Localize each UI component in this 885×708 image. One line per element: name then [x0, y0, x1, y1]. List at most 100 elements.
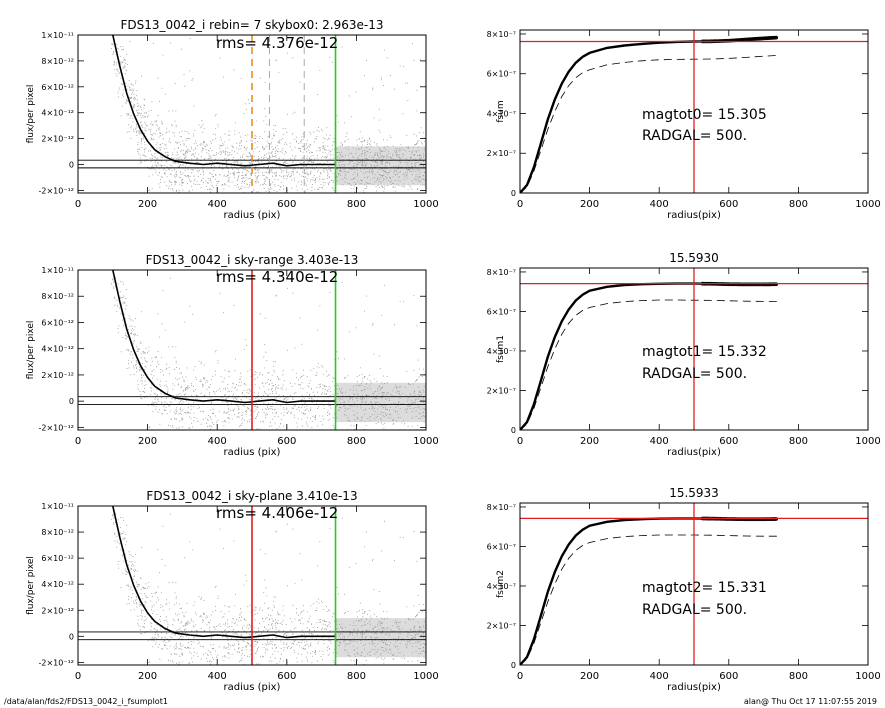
curve-marker	[770, 35, 774, 40]
y-tick-label: 0	[69, 632, 74, 641]
x-tick-label: 400	[650, 199, 669, 210]
x-tick-label: 400	[208, 436, 227, 447]
curve-marker	[763, 517, 767, 522]
x-tick-label: 0	[517, 671, 523, 682]
y-tick-label: 0	[511, 426, 516, 435]
scatter-cloud	[111, 275, 426, 430]
y-axis-label: fsum1	[496, 335, 506, 363]
y-tick-label: 6×10⁻¹²	[41, 554, 74, 563]
y-axis-label: flux/per pixel	[26, 321, 36, 380]
curve-marker	[764, 517, 769, 522]
y-tick-label: 0	[511, 661, 516, 670]
plot-frame	[519, 29, 869, 194]
x-tick-label: 400	[208, 671, 227, 682]
x-tick-label: 600	[277, 436, 296, 447]
curve-marker	[768, 517, 773, 522]
y-tick-label: 1×10⁻¹¹	[41, 502, 74, 511]
plot-frame	[519, 502, 869, 666]
x-tick-label: 1000	[413, 199, 438, 210]
x-tick-label: 200	[580, 436, 599, 447]
y-axis-label: flux/per pixel	[26, 556, 36, 615]
x-tick-label: 0	[517, 199, 523, 210]
y-axis-label: fsum	[496, 100, 506, 122]
y-tick-label: 2×10⁻⁷	[487, 386, 516, 395]
x-tick-label: 200	[138, 671, 157, 682]
y-tick-label: 6×10⁻¹²	[41, 83, 74, 92]
annotation-0: rms= 4.376e-12	[216, 34, 338, 52]
chart-right3: 0 200 400 600 800 1000 0 2×10⁻⁷ 4×10⁻⁷ 6×10⁻⁷ 8×10…	[487, 486, 881, 693]
profile-line	[112, 270, 336, 404]
y-tick-label: 6×10⁻⁷	[487, 542, 516, 551]
x-tick-label: 800	[789, 671, 808, 682]
x-axis-label: radius (pix)	[224, 210, 281, 221]
curve-marker	[771, 282, 776, 287]
sky-noise-band	[335, 618, 426, 658]
curve-marker	[770, 517, 774, 521]
curve-marker	[768, 282, 773, 287]
plot-area	[520, 503, 868, 665]
annotation-1: RADGAL= 500.	[642, 366, 747, 382]
plot-area	[78, 35, 426, 193]
x-tick-label: 600	[719, 199, 738, 210]
x-tick-label: 1000	[413, 671, 438, 682]
chart-title: 15.5930	[669, 251, 719, 265]
plot-area	[520, 268, 868, 430]
x-axis-label: radius (pix)	[224, 447, 281, 458]
curve-marker	[761, 36, 766, 41]
x-axis-label: radius(pix)	[667, 682, 721, 693]
x-tick-label: 400	[650, 671, 669, 682]
x-tick-label: 400	[650, 436, 669, 447]
y-tick-label: 4×10⁻¹²	[41, 109, 74, 118]
x-tick-label: 1000	[855, 436, 880, 447]
x-tick-label: 0	[517, 436, 523, 447]
chart-right2: 0 200 400 600 800 1000 0 2×10⁻⁷ 4×10⁻⁷ 6×10⁻⁷ 8×10…	[487, 251, 881, 458]
curve-marker	[765, 517, 770, 522]
curve-marker	[763, 36, 767, 41]
curve-marker	[767, 36, 772, 40]
x-tick-label: 1000	[855, 671, 880, 682]
annotation-0: rms= 4.406e-12	[216, 504, 338, 522]
y-tick-label: 4×10⁻⁷	[487, 347, 516, 356]
y-tick-label: 1×10⁻¹¹	[41, 31, 74, 40]
y-tick-label: -2×10⁻¹²	[39, 423, 75, 432]
y-tick-label: 8×10⁻¹²	[41, 292, 74, 301]
y-tick-label: 6×10⁻⁷	[487, 307, 516, 316]
footer-timestamp: alan@ Thu Oct 17 11:07:55 2019	[743, 697, 877, 706]
curve-marker	[763, 282, 767, 287]
curve-marker	[765, 36, 770, 41]
dashed-curve	[520, 534, 778, 665]
x-axis-label: radius (pix)	[224, 682, 281, 693]
y-tick-label: 2×10⁻¹²	[41, 371, 74, 380]
curve-marker	[772, 35, 777, 40]
x-tick-label: 1000	[855, 199, 880, 210]
y-tick-label: 8×10⁻⁷	[487, 503, 516, 512]
y-tick-label: 1×10⁻¹¹	[41, 266, 74, 275]
y-tick-label: 0	[69, 161, 74, 170]
x-tick-label: 200	[138, 199, 157, 210]
y-tick-label: 8×10⁻¹²	[41, 57, 74, 66]
y-axis-label: flux/per pixel	[26, 85, 36, 144]
y-tick-label: 6×10⁻¹²	[41, 318, 74, 327]
chart-title: FDS13_0042_i rebin= 7 skybox0: 2.963e-13	[120, 18, 383, 32]
dashed-curve	[520, 299, 778, 430]
y-tick-label: 2×10⁻¹²	[41, 135, 74, 144]
x-tick-label: 400	[208, 199, 227, 210]
y-tick-label: 2×10⁻⁷	[487, 621, 516, 630]
profile-line	[112, 35, 336, 167]
x-tick-label: 0	[75, 671, 81, 682]
y-tick-label: 4×10⁻¹²	[41, 580, 74, 589]
x-tick-label: 200	[580, 671, 599, 682]
annotation-1: RADGAL= 500.	[642, 602, 747, 618]
x-tick-label: 800	[789, 436, 808, 447]
x-tick-label: 600	[719, 436, 738, 447]
curve-marker	[764, 36, 769, 41]
chart-left3: 0 200 400 600 800 1000-2×10⁻¹²02×10⁻¹²4×10⁻¹²…	[26, 489, 439, 693]
plot-frame	[77, 269, 427, 431]
plot-frame	[519, 267, 869, 431]
dashed-curve	[520, 55, 778, 193]
scatter-points	[111, 275, 426, 430]
y-tick-label: -2×10⁻¹²	[39, 186, 75, 195]
chart-title: FDS13_0042_i sky-plane 3.410e-13	[146, 489, 357, 503]
x-tick-label: 800	[347, 436, 366, 447]
y-tick-label: 8×10⁻¹²	[41, 528, 74, 537]
